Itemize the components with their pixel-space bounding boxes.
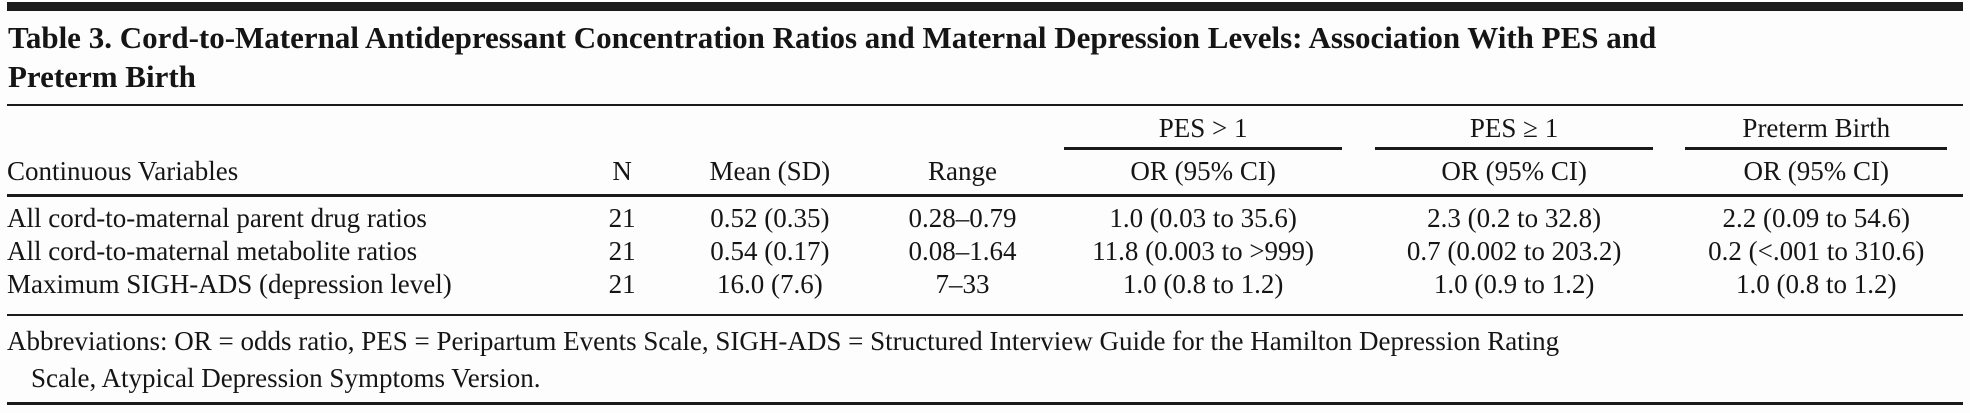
column-header-row: Continuous Variables N Mean (SD) Range O… [7, 151, 1963, 197]
top-rule [7, 2, 1963, 11]
column-header-or-preterm: OR (95% CI) [1669, 151, 1963, 197]
spanner-spacer [7, 105, 1048, 151]
cell-range: 7–33 [877, 268, 1048, 316]
cell-variable: All cord-to-maternal metabolite ratios [7, 236, 418, 266]
column-header-range: Range [877, 151, 1048, 197]
cell-variable: Maximum SIGH-ADS (depression level) [7, 268, 583, 316]
table-title-line2: Preterm Birth [8, 59, 196, 94]
cell-or-preterm: 2.2 (0.09 to 54.6) [1722, 203, 1911, 233]
cell-or-preterm: 0.2 (<.001 to 310.6) [1708, 236, 1925, 266]
column-header-n: N [582, 151, 663, 197]
spanner-pes-gt1-label: PES > 1 [1064, 111, 1343, 150]
cell-mean-sd: 0.54 (0.17) [710, 236, 830, 266]
table-row: Maximum SIGH-ADS (depression level) 21 1… [7, 268, 1963, 316]
column-header-continuous-variables: Continuous Variables [7, 151, 583, 197]
cell-or-pes-gt1: 11.8 (0.003 to >999) [1092, 236, 1315, 266]
cell-or-pes-ge1: 1.0 (0.9 to 1.2) [1358, 268, 1670, 316]
cell-or-pes-gt1: 1.0 (0.8 to 1.2) [1047, 268, 1359, 316]
cell-or-pes-ge1: 0.7 (0.002 to 203.2) [1406, 236, 1622, 266]
cell-or-pes-gt1: 1.0 (0.03 to 35.6) [1109, 203, 1297, 233]
column-header-mean-sd: Mean (SD) [662, 151, 878, 197]
cell-range: 0.28–0.79 [908, 203, 1017, 233]
spanner-pes-gt1: PES > 1 [1048, 105, 1359, 151]
spanner-pes-ge1-label: PES ≥ 1 [1375, 111, 1654, 150]
footnote-line2: Scale, Atypical Depression Symptoms Vers… [31, 363, 541, 393]
table-row: All cord-to-maternal parent drug ratios … [7, 196, 1963, 236]
cell-or-preterm: 1.0 (0.8 to 1.2) [1669, 268, 1963, 316]
cell-n: 21 [582, 268, 663, 316]
footnote-line1: Abbreviations: OR = odds ratio, PES = Pe… [7, 326, 1560, 356]
cell-mean-sd: 16.0 (7.6) [662, 268, 878, 316]
data-table: PES > 1 PES ≥ 1 Preterm Birth Continuous… [7, 104, 1963, 316]
column-header-or-pes-gt1: OR (95% CI) [1047, 151, 1359, 197]
cell-n: 21 [608, 203, 636, 233]
cell-variable: All cord-to-maternal parent drug ratios [7, 203, 427, 233]
table-row: All cord-to-maternal metabolite ratios 2… [7, 235, 1963, 268]
table-figure: Table 3. Cord-to-Maternal Antidepressant… [0, 2, 1970, 405]
spanner-preterm-birth-label: Preterm Birth [1685, 111, 1948, 150]
cell-or-pes-ge1: 2.3 (0.2 to 32.8) [1427, 203, 1602, 233]
spanner-header-row: PES > 1 PES ≥ 1 Preterm Birth [7, 105, 1963, 151]
cell-mean-sd: 0.52 (0.35) [710, 203, 830, 233]
column-header-or-pes-ge1: OR (95% CI) [1358, 151, 1670, 197]
table-title: Table 3. Cord-to-Maternal Antidepressant… [8, 18, 1963, 96]
table-title-line1: Table 3. Cord-to-Maternal Antidepressant… [8, 20, 1657, 55]
spanner-preterm-birth: Preterm Birth [1670, 105, 1963, 151]
cell-n: 21 [608, 236, 636, 266]
cell-range: 0.08–1.64 [908, 236, 1017, 266]
footnote: Abbreviations: OR = odds ratio, PES = Pe… [7, 316, 1963, 405]
spanner-pes-ge1: PES ≥ 1 [1359, 105, 1670, 151]
